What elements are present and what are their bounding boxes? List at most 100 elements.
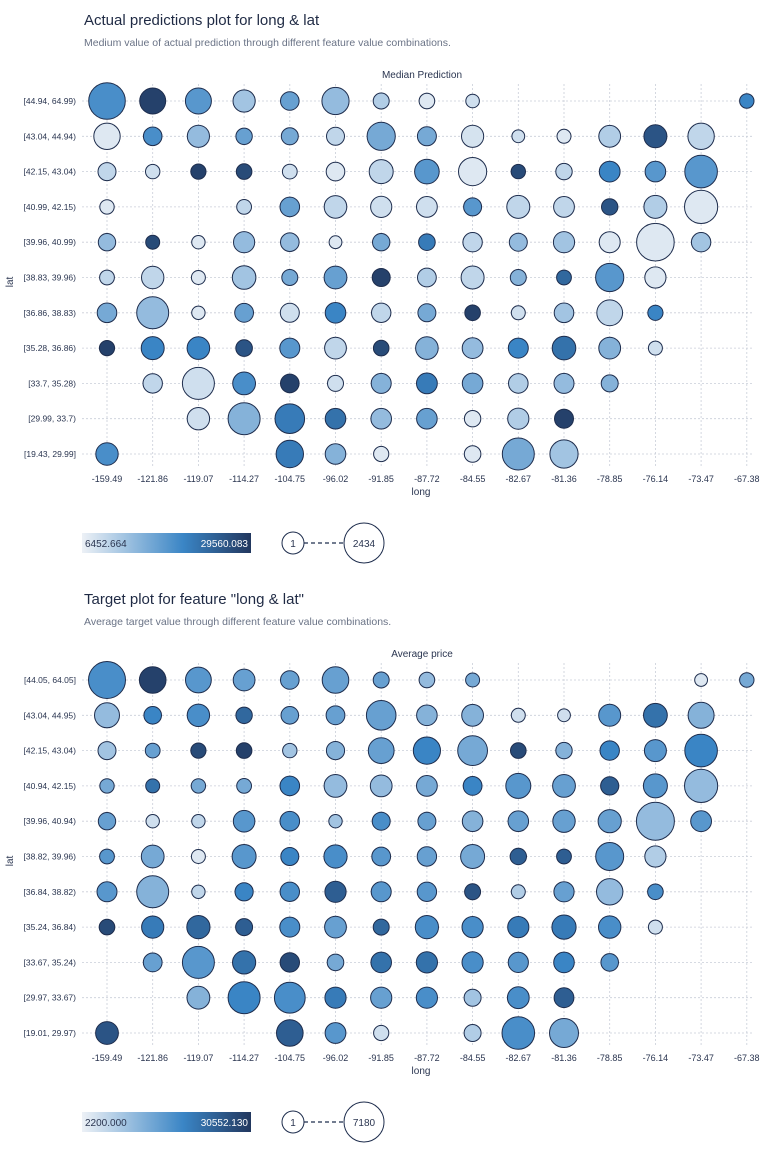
- data-point[interactable]: [415, 986, 438, 1009]
- data-point[interactable]: [414, 915, 439, 940]
- data-point[interactable]: [145, 234, 161, 250]
- data-point[interactable]: [417, 267, 437, 288]
- data-point[interactable]: [324, 1022, 347, 1044]
- data-point[interactable]: [463, 1024, 482, 1042]
- data-point[interactable]: [507, 407, 530, 430]
- data-point[interactable]: [511, 129, 526, 144]
- data-point[interactable]: [324, 880, 347, 903]
- data-point[interactable]: [99, 199, 115, 215]
- data-point[interactable]: [328, 235, 343, 250]
- data-point[interactable]: [321, 666, 350, 694]
- data-point[interactable]: [739, 672, 755, 688]
- data-point[interactable]: [325, 161, 346, 182]
- data-point[interactable]: [370, 195, 393, 218]
- data-point[interactable]: [510, 305, 526, 321]
- data-point[interactable]: [327, 374, 344, 392]
- data-point[interactable]: [416, 704, 438, 727]
- data-point[interactable]: [551, 914, 577, 940]
- data-point[interactable]: [371, 811, 391, 831]
- data-point[interactable]: [599, 740, 620, 761]
- data-point[interactable]: [323, 844, 348, 869]
- data-point[interactable]: [462, 232, 483, 253]
- data-point[interactable]: [97, 162, 117, 182]
- data-point[interactable]: [461, 124, 485, 148]
- data-point[interactable]: [326, 126, 345, 146]
- data-point[interactable]: [553, 302, 575, 324]
- data-point[interactable]: [190, 270, 206, 285]
- data-point[interactable]: [324, 336, 347, 360]
- data-point[interactable]: [88, 82, 126, 120]
- data-point[interactable]: [281, 269, 299, 286]
- data-point[interactable]: [647, 883, 664, 901]
- data-point[interactable]: [509, 847, 527, 866]
- data-point[interactable]: [684, 768, 719, 803]
- data-point[interactable]: [140, 844, 165, 869]
- data-point[interactable]: [235, 918, 254, 937]
- data-point[interactable]: [186, 703, 211, 728]
- data-point[interactable]: [232, 809, 256, 833]
- data-point[interactable]: [181, 945, 215, 979]
- data-point[interactable]: [596, 299, 624, 327]
- data-point[interactable]: [191, 235, 206, 250]
- data-point[interactable]: [279, 881, 300, 902]
- data-point[interactable]: [274, 403, 306, 435]
- data-point[interactable]: [416, 196, 438, 218]
- data-point[interactable]: [694, 673, 708, 687]
- data-point[interactable]: [280, 232, 300, 252]
- data-point[interactable]: [280, 127, 299, 146]
- data-point[interactable]: [506, 194, 531, 219]
- data-point[interactable]: [279, 775, 301, 797]
- data-point[interactable]: [236, 778, 253, 794]
- data-point[interactable]: [508, 373, 529, 394]
- data-point[interactable]: [324, 443, 347, 465]
- data-point[interactable]: [644, 160, 667, 183]
- data-point[interactable]: [461, 916, 484, 939]
- data-point[interactable]: [191, 814, 206, 829]
- data-point[interactable]: [323, 265, 348, 290]
- data-point[interactable]: [235, 163, 253, 180]
- data-point[interactable]: [94, 702, 120, 729]
- data-point[interactable]: [279, 916, 301, 938]
- data-point[interactable]: [416, 407, 438, 430]
- data-point[interactable]: [145, 814, 160, 829]
- data-point[interactable]: [465, 93, 480, 109]
- data-point[interactable]: [141, 265, 165, 290]
- data-point[interactable]: [635, 801, 675, 841]
- data-point[interactable]: [233, 231, 256, 254]
- data-point[interactable]: [556, 269, 572, 286]
- data-point[interactable]: [647, 919, 663, 935]
- data-point[interactable]: [372, 92, 390, 110]
- data-point[interactable]: [370, 372, 392, 394]
- data-point[interactable]: [142, 126, 163, 147]
- data-point[interactable]: [552, 774, 576, 798]
- data-point[interactable]: [598, 231, 621, 254]
- data-point[interactable]: [552, 809, 576, 833]
- data-point[interactable]: [415, 336, 439, 360]
- data-point[interactable]: [507, 916, 530, 939]
- data-point[interactable]: [372, 233, 391, 252]
- data-point[interactable]: [325, 741, 346, 761]
- data-point[interactable]: [143, 706, 162, 725]
- data-point[interactable]: [98, 340, 116, 357]
- data-point[interactable]: [191, 305, 206, 320]
- data-point[interactable]: [415, 951, 438, 974]
- data-point[interactable]: [234, 882, 254, 902]
- data-point[interactable]: [139, 87, 167, 115]
- data-point[interactable]: [181, 366, 215, 400]
- data-point[interactable]: [280, 670, 300, 690]
- data-point[interactable]: [93, 122, 121, 151]
- data-point[interactable]: [232, 371, 257, 396]
- data-point[interactable]: [463, 197, 483, 217]
- data-point[interactable]: [418, 671, 436, 689]
- data-point[interactable]: [368, 159, 394, 185]
- data-point[interactable]: [509, 269, 527, 286]
- data-point[interactable]: [690, 232, 712, 253]
- data-point[interactable]: [88, 661, 126, 699]
- data-point[interactable]: [644, 266, 667, 289]
- data-point[interactable]: [280, 847, 300, 866]
- data-point[interactable]: [324, 302, 347, 324]
- data-point[interactable]: [510, 163, 526, 180]
- data-point[interactable]: [281, 163, 298, 180]
- data-point[interactable]: [460, 265, 485, 290]
- data-point[interactable]: [556, 128, 572, 144]
